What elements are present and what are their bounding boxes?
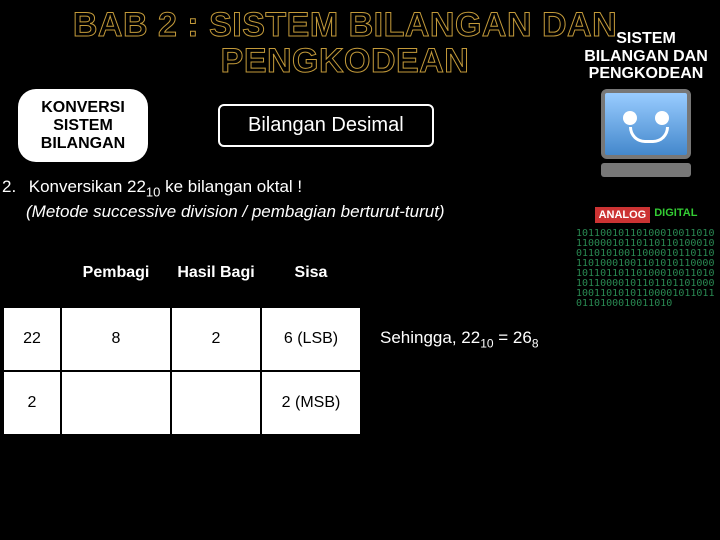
question-part-a: Konversikan 22 [29,177,146,196]
result-text: Sehingga, 2210 = 268 [380,238,539,350]
cell: 2 (MSB) [261,371,361,435]
division-table: Pembagi Hasil Bagi Sisa 22 8 2 6 (LSB) 2… [2,238,362,436]
cell [171,371,261,435]
computer-icon [586,89,706,199]
result-pre: Sehingga, 22 [380,328,480,347]
cell: 22 [3,307,61,371]
result-sub2: 8 [532,336,539,350]
question-part-b: ke bilangan oktal ! [160,177,302,196]
eye-icon [655,111,669,125]
question-sub-a: 10 [146,185,160,200]
cell: 2 [171,307,261,371]
th-hasil: Hasil Bagi [171,239,261,307]
konversi-tag: KONVERSI SISTEM BILANGAN [18,89,148,162]
table-row: 22 8 2 6 (LSB) [3,307,361,371]
keyboard-icon [601,163,691,177]
analog-label: ANALOG [595,207,651,223]
table-header-row: Pembagi Hasil Bagi Sisa [3,239,361,307]
cell [61,371,171,435]
th-pembagi: Pembagi [61,239,171,307]
cell: 8 [61,307,171,371]
th-sisa: Sisa [261,239,361,307]
eye-icon [623,111,637,125]
monitor-icon [601,89,691,159]
question-number: 2. [2,176,24,197]
th-blank [3,239,61,307]
smile-icon [629,127,669,143]
binary-background: 1011001011010001001101011000010110110110… [576,229,716,379]
cell: 2 [3,371,61,435]
result-mid: = 26 [494,328,532,347]
cell: 6 (LSB) [261,307,361,371]
analog-digital-label: ANALOG DIGITAL [576,207,716,223]
sidebar: SISTEM BILANGAN DAN PENGKODEAN ANALOG DI… [576,30,716,379]
question-method: (Metode successive division / pembagian … [2,201,570,222]
result-sub1: 10 [480,336,493,350]
subject-box: Bilangan Desimal [218,104,434,147]
digital-label: DIGITAL [654,207,697,223]
table-row: 2 2 (MSB) [3,371,361,435]
sidebar-title: SISTEM BILANGAN DAN PENGKODEAN [576,30,716,83]
